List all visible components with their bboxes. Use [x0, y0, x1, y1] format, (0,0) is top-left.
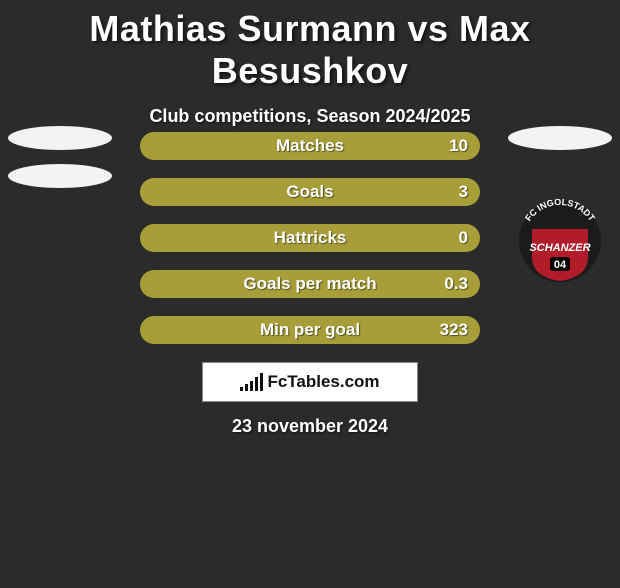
stat-label: Matches [276, 136, 344, 156]
bar-icon-segment [250, 381, 253, 391]
badge-placeholder-icon [508, 126, 612, 150]
shield-inner [532, 229, 588, 281]
stat-label: Min per goal [260, 320, 360, 340]
stat-value-right: 323 [440, 320, 468, 340]
stat-value-right: 10 [449, 136, 468, 156]
stat-row: Hattricks 0 [140, 224, 480, 252]
footer-brand-text: FcTables.com [267, 372, 379, 392]
stat-label: Goals [286, 182, 333, 202]
stat-row: Goals 3 [140, 178, 480, 206]
stat-row: Min per goal 323 [140, 316, 480, 344]
date-label: 23 november 2024 [0, 416, 620, 437]
stat-label: Goals per match [243, 274, 376, 294]
footer-brand-box: FcTables.com [202, 362, 418, 402]
stats-container: Matches 10 Goals 3 Hattricks 0 Goals per match… [140, 132, 480, 344]
club-shield-icon: FC INGOLSTADT SCHANZER 04 [510, 199, 610, 283]
stat-row: Matches 10 [140, 132, 480, 160]
bar-icon-segment [245, 384, 248, 391]
left-player-badges [8, 126, 112, 188]
stat-value-right: 3 [459, 182, 468, 202]
right-player-badges: FC INGOLSTADT SCHANZER 04 [508, 126, 612, 283]
shield-mid-text: SCHANZER [529, 242, 590, 254]
bar-icon-segment [240, 387, 243, 391]
page-title: Mathias Surmann vs Max Besushkov [0, 8, 620, 92]
stat-row: Goals per match 0.3 [140, 270, 480, 298]
stat-value-right: 0.3 [444, 274, 468, 294]
bar-icon-segment [260, 373, 263, 391]
stat-value-right: 0 [459, 228, 468, 248]
stat-label: Hattricks [274, 228, 347, 248]
bar-icon-segment [255, 377, 258, 391]
bar-chart-icon [240, 373, 263, 391]
badge-placeholder-icon [8, 126, 112, 150]
shield-badge-text: 04 [554, 259, 567, 271]
badge-placeholder-icon [8, 164, 112, 188]
page-subtitle: Club competitions, Season 2024/2025 [0, 106, 620, 127]
